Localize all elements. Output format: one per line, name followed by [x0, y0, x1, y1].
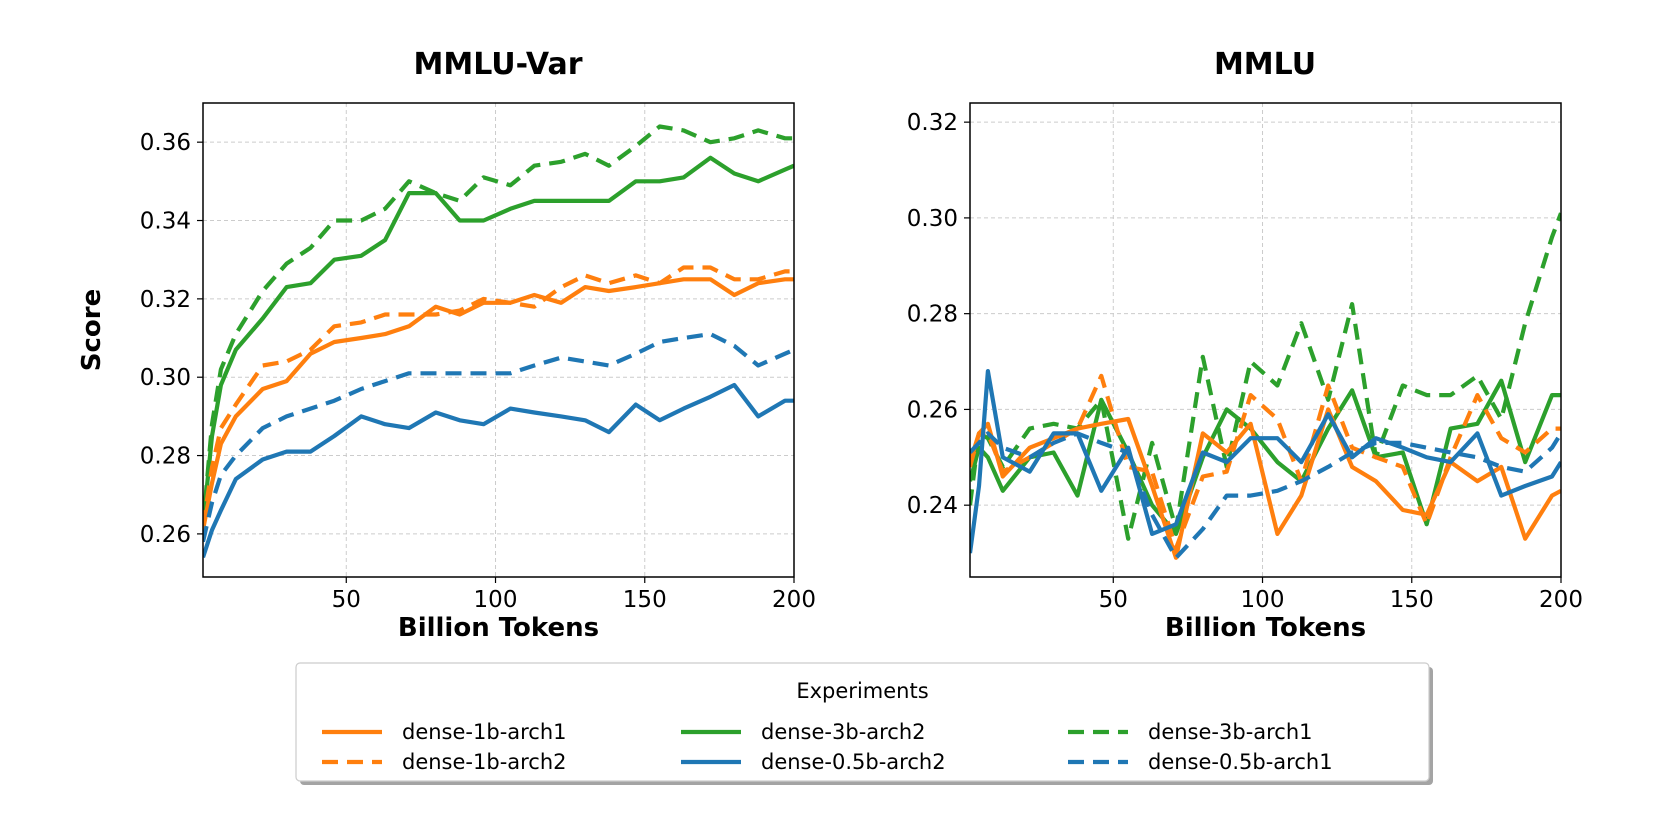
series-line-dense-1b-arch1 — [970, 407, 1561, 560]
x-tick-label-200: 200 — [772, 587, 816, 613]
y-tick-label-0-24: 0.24 — [907, 493, 958, 519]
y-tick-label-0-30: 0.30 — [907, 206, 958, 232]
legend-label: dense-0.5b-arch1 — [1148, 750, 1333, 774]
series-line-dense-0-5b-arch2 — [203, 382, 794, 559]
y-tick-label-0-32: 0.32 — [140, 287, 191, 313]
legend-item-dense-0-5b-arch1: dense-0.5b-arch1 — [1068, 750, 1333, 774]
series-line-dense-1b-arch2 — [203, 265, 794, 527]
x-axis-label: Billion Tokens — [1165, 613, 1366, 643]
series-line-dense-3b-arch2 — [203, 155, 794, 527]
y-tick-label-0-26: 0.26 — [907, 397, 958, 423]
plot-frame — [969, 102, 1562, 578]
y-tick-label-0-28: 0.28 — [140, 444, 191, 470]
legend-label: dense-1b-arch2 — [402, 750, 567, 774]
panel-mmlu-var: 50 100 150 200 0.26 0.28 0.30 0.32 0.34 0.36 MMLU-… — [77, 47, 816, 643]
plot-frame — [202, 102, 795, 578]
legend-item-dense-3b-arch2: dense-3b-arch2 — [681, 720, 926, 744]
x-tick-label-100: 100 — [474, 587, 518, 613]
series-line-dense-3b-arch1 — [203, 124, 794, 527]
y-tick-label-0-30: 0.30 — [140, 365, 191, 391]
series-line-dense-0-5b-arch1 — [970, 431, 1561, 560]
legend-label: dense-1b-arch1 — [402, 720, 567, 744]
y-tick-label-0-32: 0.32 — [907, 110, 958, 136]
x-tick-label-100: 100 — [1241, 587, 1285, 613]
legend-item-dense-3b-arch1: dense-3b-arch1 — [1068, 720, 1313, 744]
legend: Experiments dense-1b-arch1 dense-1b-arch2 d… — [295, 662, 1433, 785]
x-tick-label-50: 50 — [332, 587, 361, 613]
x-tick-label-150: 150 — [623, 587, 667, 613]
y-tick-label-0-34: 0.34 — [140, 209, 191, 235]
series-line-dense-1b-arch2 — [970, 373, 1561, 551]
y-tick-label-0-36: 0.36 — [140, 130, 191, 156]
x-tick-label-50: 50 — [1099, 587, 1128, 613]
series-line-dense-0-5b-arch2 — [970, 369, 1561, 554]
legend-label: dense-0.5b-arch2 — [761, 750, 946, 774]
x-tick-label-150: 150 — [1390, 587, 1434, 613]
legend-box — [295, 662, 1430, 782]
legend-item-dense-1b-arch2: dense-1b-arch2 — [322, 750, 567, 774]
series-line-dense-1b-arch1 — [203, 277, 794, 531]
panel-mmlu: 50 100 150 200 0.24 0.26 0.28 0.30 0.32 MMLU Billi… — [907, 47, 1583, 643]
x-axis-label: Billion Tokens — [398, 613, 599, 643]
panel-title: MMLU — [1214, 47, 1316, 82]
legend-item-dense-1b-arch1: dense-1b-arch1 — [322, 720, 567, 744]
series-line-dense-0-5b-arch1 — [203, 332, 794, 543]
series-line-dense-3b-arch1 — [970, 212, 1561, 541]
x-tick-label-200: 200 — [1539, 587, 1583, 613]
legend-item-dense-0-5b-arch2: dense-0.5b-arch2 — [681, 750, 946, 774]
y-tick-label-0-26: 0.26 — [140, 522, 191, 548]
panel-title: MMLU-Var — [414, 47, 583, 82]
legend-label: dense-3b-arch1 — [1148, 720, 1313, 744]
legend-label: dense-3b-arch2 — [761, 720, 926, 744]
y-tick-label-0-28: 0.28 — [907, 302, 958, 328]
legend-title: Experiments — [796, 679, 928, 703]
y-axis-label: Score — [77, 289, 107, 371]
